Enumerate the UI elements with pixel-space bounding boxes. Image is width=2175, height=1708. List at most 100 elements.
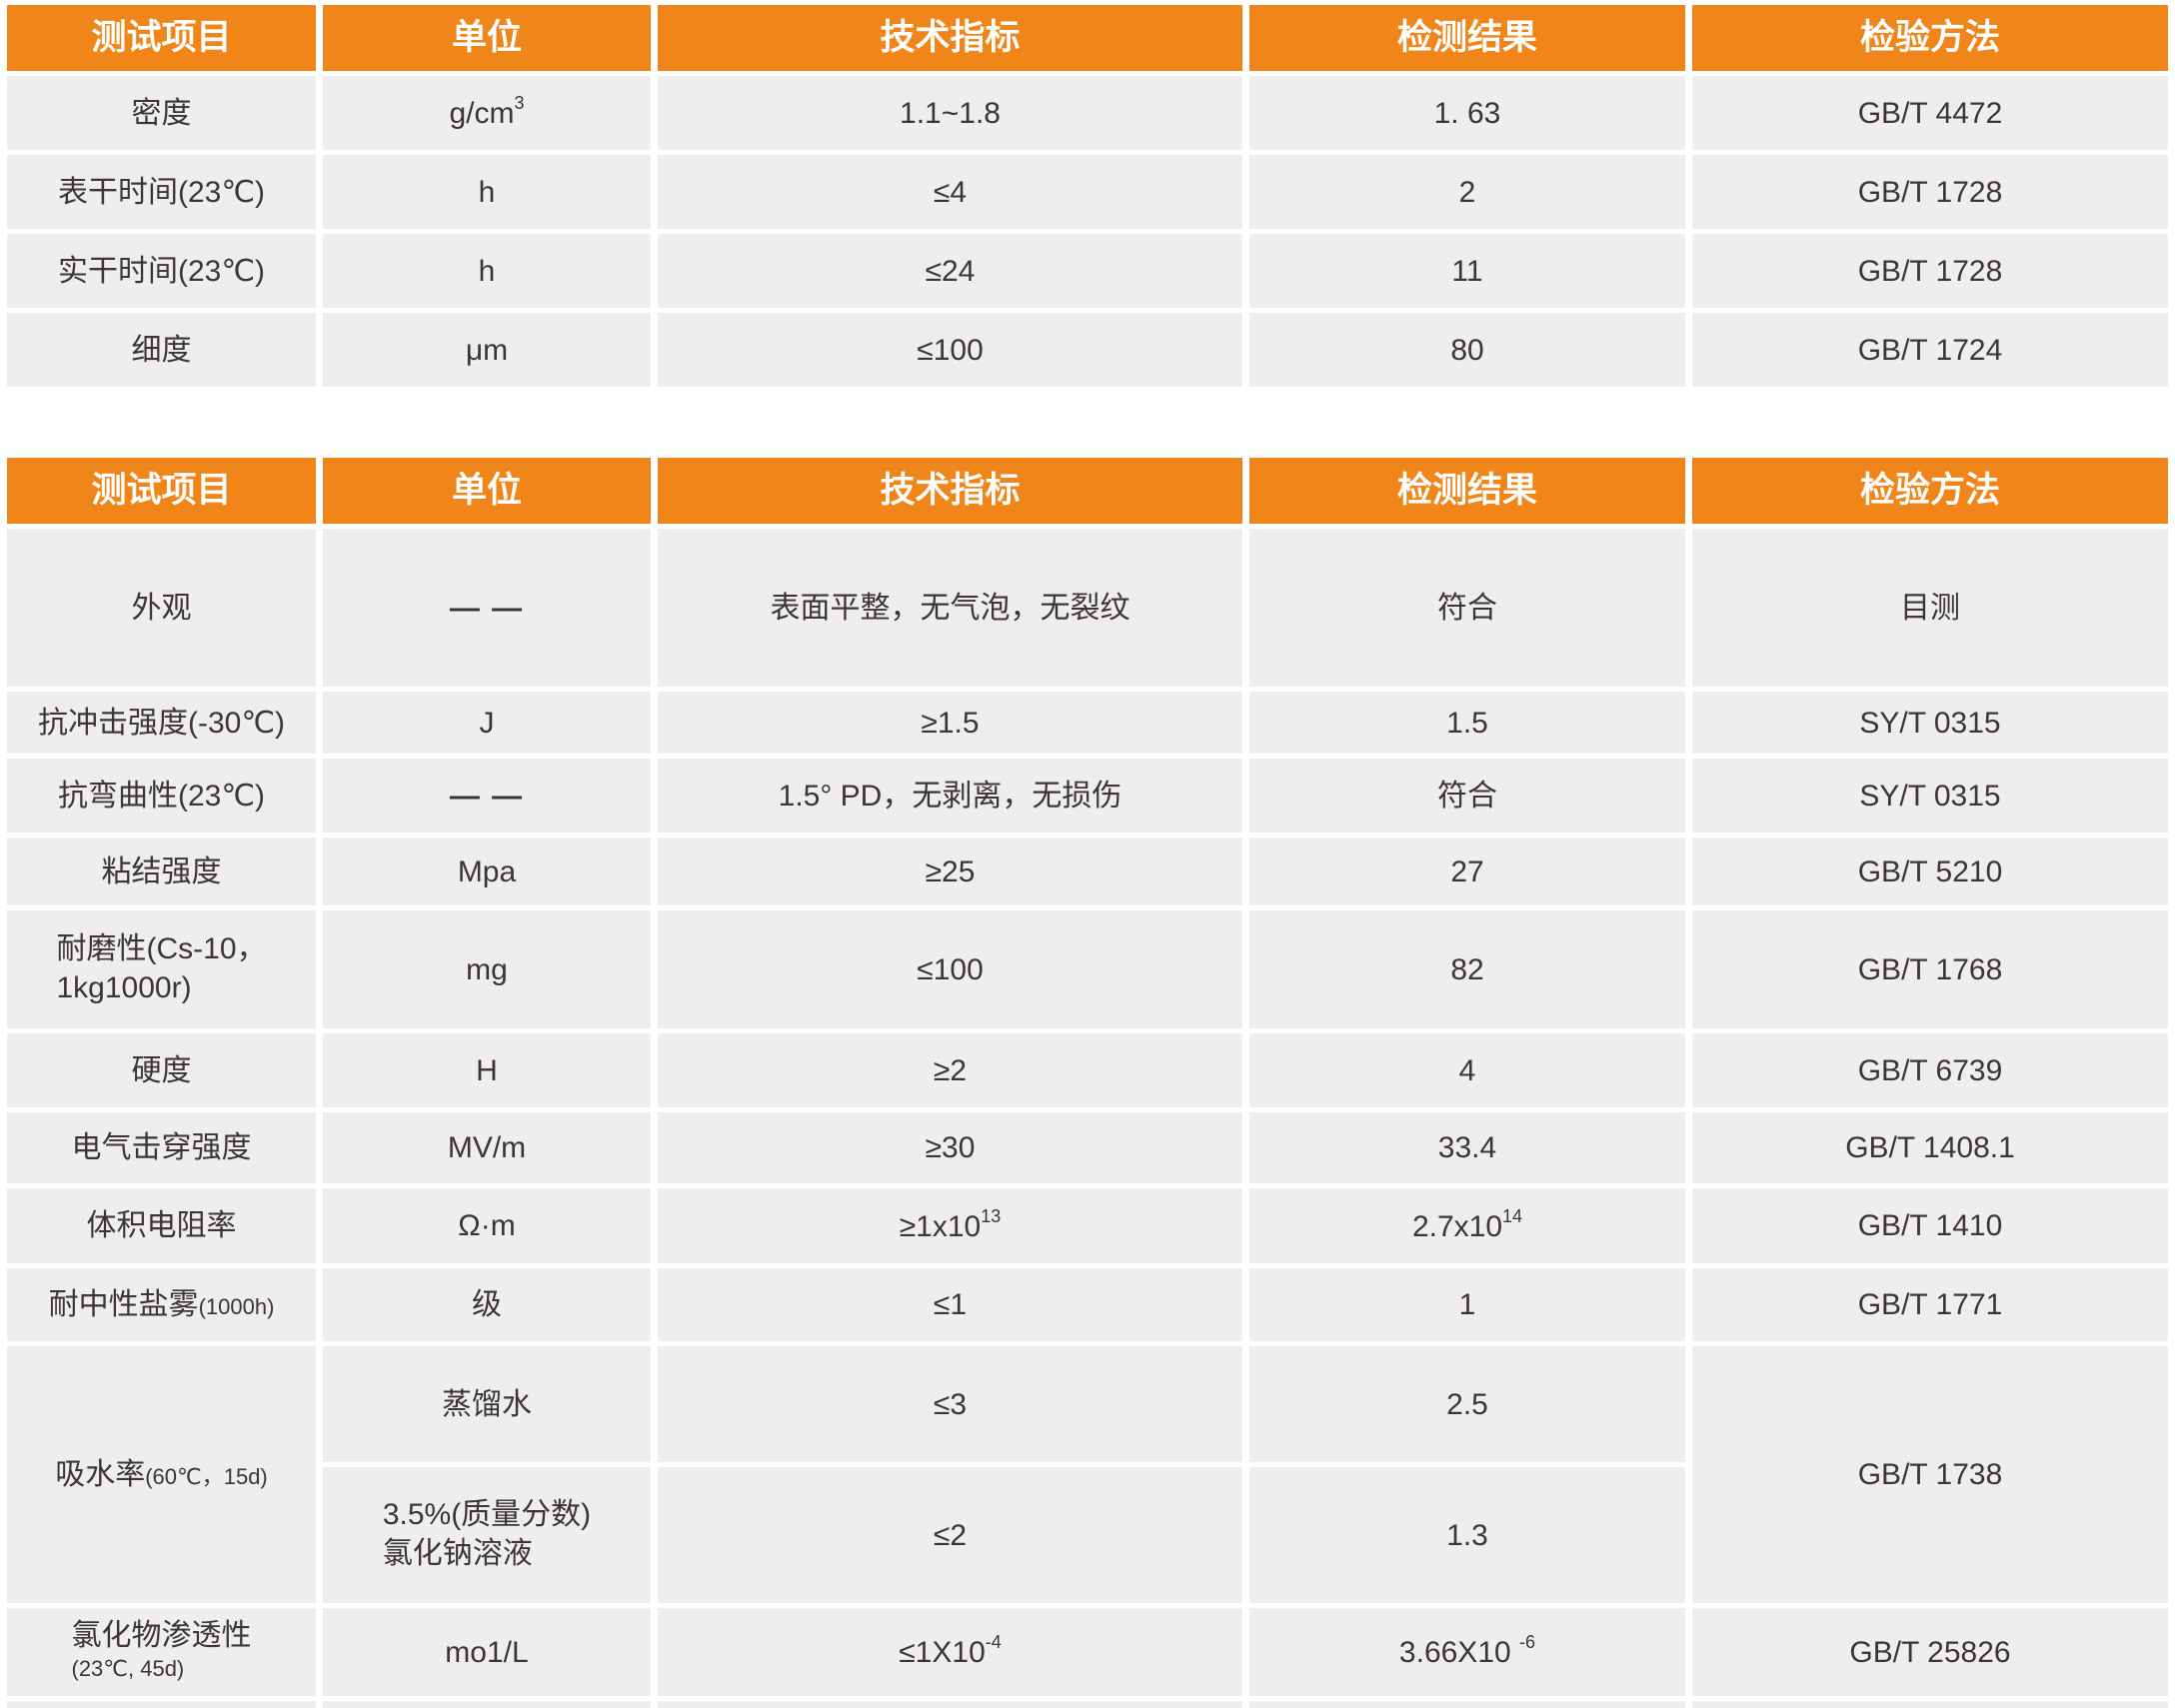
cell-unit: H bbox=[323, 1033, 651, 1107]
cell-spec: ≤1 bbox=[658, 1268, 1242, 1341]
cell-spec: ≥1.5 bbox=[658, 692, 1242, 754]
cell-method: GB/T 1768 bbox=[1692, 910, 2168, 1028]
row-water-absorption-nacl: 3.5%(质量分数) 氯化钠溶液 ≤2 1.3 bbox=[7, 1467, 2168, 1603]
row-electric-breakdown-strength: 电气击穿强度 MV/m ≥30 33.4 GB/T 1408.1 bbox=[7, 1112, 2168, 1183]
cell-method: GB/T 25826 bbox=[1692, 1608, 2168, 1696]
col-header-test-item: 测试项目 bbox=[7, 458, 316, 524]
cell-method: GB/T 6739 bbox=[1692, 1033, 2168, 1107]
cell-empty bbox=[1249, 1701, 1685, 1708]
cell-method: 目测 bbox=[1692, 529, 2168, 687]
cell-item: 实干时间(23℃) bbox=[7, 234, 316, 308]
row-abrasion-resistance: 耐磨性(Cs-10， 1kg1000r) mg ≤100 82 GB/T 1768 bbox=[7, 910, 2168, 1028]
col-header-unit: 单位 bbox=[323, 5, 651, 71]
cell-spec: ≤1X10-4 bbox=[658, 1608, 1242, 1696]
cell-item: 外观 bbox=[7, 529, 316, 687]
cell-method: GB/T 1410 bbox=[1692, 1188, 2168, 1263]
cell-method: GB/T 1771 bbox=[1692, 1268, 2168, 1341]
row-bend-resistance: 抗弯曲性(23℃) — — 1.5° PD，无剥离，无损伤 符合 SY/T 03… bbox=[7, 759, 2168, 833]
cell-empty bbox=[323, 1701, 651, 1708]
cell-spec: ≤100 bbox=[658, 313, 1242, 387]
cell-method: GB/T 1728 bbox=[1692, 234, 2168, 308]
cell-item: 耐磨性(Cs-10， 1kg1000r) bbox=[7, 910, 316, 1028]
cell-method: SY/T 0315 bbox=[1692, 692, 2168, 754]
cell-spec: ≥2 bbox=[658, 1033, 1242, 1107]
row-fineness: 细度 μm ≤100 80 GB/T 1724 bbox=[7, 313, 2168, 387]
superscript: -6 bbox=[1519, 1632, 1536, 1652]
cell-item: 粘结强度 bbox=[7, 838, 316, 905]
cell-item: 细度 bbox=[7, 313, 316, 387]
cell-spec: 1.5° PD，无剥离，无损伤 bbox=[658, 759, 1242, 833]
cell-spec: ≤24 bbox=[658, 234, 1242, 308]
cell-item: 密度 bbox=[7, 76, 316, 150]
row-water-absorption-distilled: 吸水率(60℃，15d) 蒸馏水 ≤3 2.5 GB/T 1738 bbox=[7, 1346, 2168, 1603]
row-impact-strength: 抗冲击强度(-30℃) J ≥1.5 1.5 SY/T 0315 bbox=[7, 692, 2168, 754]
col-header-spec: 技术指标 bbox=[658, 458, 1242, 524]
cell-unit: 蒸馏水 bbox=[323, 1346, 651, 1462]
cell-unit: mo1/L bbox=[323, 1608, 651, 1696]
superscript: 14 bbox=[1502, 1205, 1523, 1226]
cell-unit: — — bbox=[323, 759, 651, 833]
cell-result: 2.7x1014 bbox=[1249, 1188, 1685, 1263]
cell-unit: J bbox=[323, 692, 651, 754]
row-bond-strength: 粘结强度 Mpa ≥25 27 GB/T 5210 bbox=[7, 838, 2168, 905]
superscript: 13 bbox=[981, 1205, 1002, 1226]
cell-spec: 1.1~1.8 bbox=[658, 76, 1242, 150]
cell-item: 抗冲击强度(-30℃) bbox=[7, 692, 316, 754]
cell-item: 表干时间(23℃) bbox=[7, 155, 316, 229]
physical-properties-table: 测试项目 单位 技术指标 检测结果 检验方法 密度 g/cm3 1.1~1.8 … bbox=[0, 0, 2175, 392]
col-header-result: 检测结果 bbox=[1249, 458, 1685, 524]
cell-result: 符合 bbox=[1249, 759, 1685, 833]
row-neutral-salt-spray: 耐中性盐雾(1000h) 级 ≤1 1 GB/T 1771 bbox=[7, 1268, 2168, 1341]
cell-method: GB/T 1728 bbox=[1692, 155, 2168, 229]
cell-unit: Mpa bbox=[323, 838, 651, 905]
cell-result: 2 bbox=[1249, 155, 1685, 229]
cell-item: 抗弯曲性(23℃) bbox=[7, 759, 316, 833]
performance-properties-table: 测试项目 单位 技术指标 检测结果 检验方法 外观 — — 表面平整，无气泡，无… bbox=[0, 453, 2175, 1708]
cell-unit: g/cm3 bbox=[323, 76, 651, 150]
superscript: -4 bbox=[985, 1632, 1002, 1652]
superscript: 3 bbox=[514, 93, 525, 113]
cell-unit: Ω·m bbox=[323, 1188, 651, 1263]
cell-unit: 3.5%(质量分数) 氯化钠溶液 bbox=[323, 1467, 651, 1603]
cell-empty bbox=[1692, 1701, 2168, 1708]
cell-unit: μm bbox=[323, 313, 651, 387]
cell-item: 硬度 bbox=[7, 1033, 316, 1107]
cell-item: 氯化物渗透性 (23℃, 45d) bbox=[7, 1608, 316, 1696]
cell-spec: ≤4 bbox=[658, 155, 1242, 229]
row-cutoff bbox=[7, 1701, 2168, 1708]
cell-item: 电气击穿强度 bbox=[7, 1112, 316, 1183]
cell-spec: ≥30 bbox=[658, 1112, 1242, 1183]
row-hardness: 硬度 H ≥2 4 GB/T 6739 bbox=[7, 1033, 2168, 1107]
cell-unit: 级 bbox=[323, 1268, 651, 1341]
cell-spec: ≤100 bbox=[658, 910, 1242, 1028]
cell-result: 1.3 bbox=[1249, 1467, 1685, 1603]
cell-result: 3.66X10 -6 bbox=[1249, 1608, 1685, 1696]
table-header-row: 测试项目 单位 技术指标 检测结果 检验方法 bbox=[7, 5, 2168, 71]
cell-spec: ≤2 bbox=[658, 1467, 1242, 1603]
cell-method: GB/T 1724 bbox=[1692, 313, 2168, 387]
cell-method: GB/T 1408.1 bbox=[1692, 1112, 2168, 1183]
cell-result: 1. 63 bbox=[1249, 76, 1685, 150]
cell-unit: h bbox=[323, 155, 651, 229]
row-density: 密度 g/cm3 1.1~1.8 1. 63 GB/T 4472 bbox=[7, 76, 2168, 150]
col-header-result: 检测结果 bbox=[1249, 5, 1685, 71]
cell-result: 80 bbox=[1249, 313, 1685, 387]
cell-empty bbox=[7, 1701, 316, 1708]
cell-result: 2.5 bbox=[1249, 1346, 1685, 1462]
row-volume-resistivity: 体积电阻率 Ω·m ≥1x1013 2.7x1014 GB/T 1410 bbox=[7, 1188, 2168, 1263]
cell-unit: h bbox=[323, 234, 651, 308]
cell-spec: 表面平整，无气泡，无裂纹 bbox=[658, 529, 1242, 687]
cell-unit: mg bbox=[323, 910, 651, 1028]
row-surface-dry-time: 表干时间(23℃) h ≤4 2 GB/T 1728 bbox=[7, 155, 2168, 229]
cell-result: 27 bbox=[1249, 838, 1685, 905]
row-chloride-permeability: 氯化物渗透性 (23℃, 45d) mo1/L ≤1X10-4 3.66X10 -… bbox=[7, 1608, 2168, 1696]
cell-spec: ≤3 bbox=[658, 1346, 1242, 1462]
cell-result: 4 bbox=[1249, 1033, 1685, 1107]
col-header-unit: 单位 bbox=[323, 458, 651, 524]
cell-item-water-absorption: 吸水率(60℃，15d) bbox=[7, 1346, 316, 1603]
col-header-spec: 技术指标 bbox=[658, 5, 1242, 71]
cell-empty bbox=[658, 1701, 1242, 1708]
cell-result: 82 bbox=[1249, 910, 1685, 1028]
cell-item: 体积电阻率 bbox=[7, 1188, 316, 1263]
cell-result: 1 bbox=[1249, 1268, 1685, 1341]
